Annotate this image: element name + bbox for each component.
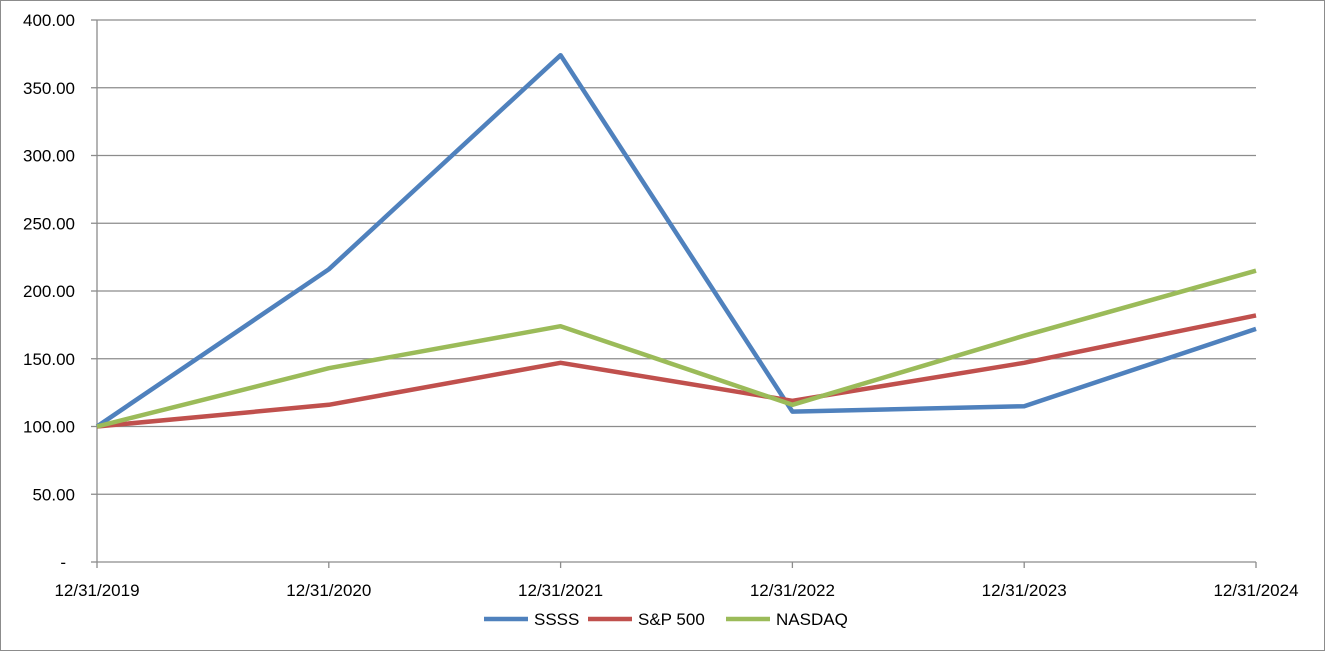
axes (91, 19, 1257, 568)
gridlines (97, 19, 1256, 495)
x-tick-label: 12/31/2020 (286, 581, 371, 600)
tick-labels: - 50.00 100.00 150.00 200.00 250.00 300.00 350.… (23, 11, 1299, 600)
series-line-1 (96, 313, 1257, 429)
y-tick-label: 50.00 (32, 485, 75, 504)
y-tick-label: 100.00 (23, 418, 75, 437)
y-tick-label: 350.00 (23, 79, 75, 98)
series-line-0 (95, 52, 1257, 429)
x-tick-label: 12/31/2022 (750, 581, 835, 600)
y-tick-label: 300.00 (23, 147, 75, 166)
legend-label-0: SSSS (534, 610, 579, 629)
x-tick-label: 12/31/2021 (518, 581, 603, 600)
y-tick-label: 150.00 (23, 350, 75, 369)
legend-label-2: NASDAQ (776, 610, 848, 629)
y-tick-label: 200.00 (23, 282, 75, 301)
y-tick-label: 250.00 (23, 214, 75, 233)
x-tick-label: 12/31/2019 (54, 581, 139, 600)
legend-label-1: S&P 500 (638, 610, 705, 629)
series-lines (95, 52, 1257, 429)
legend: SSSS S&P 500 NASDAQ (484, 610, 848, 629)
y-tick-label: 400.00 (23, 11, 75, 30)
series-line-2 (96, 268, 1257, 429)
x-tick-label: 12/31/2024 (1213, 581, 1298, 600)
y-tick-label: - (60, 553, 66, 572)
x-tick-label: 12/31/2023 (982, 581, 1067, 600)
